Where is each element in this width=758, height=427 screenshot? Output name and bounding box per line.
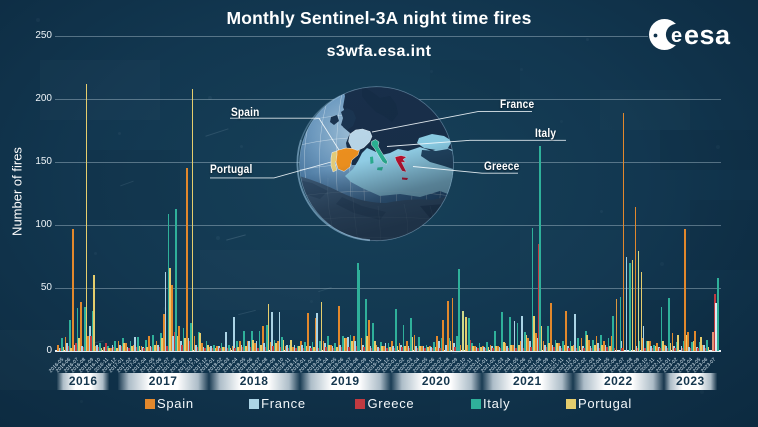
svg-text:esa: esa — [684, 20, 731, 50]
svg-text:e: e — [671, 25, 682, 47]
